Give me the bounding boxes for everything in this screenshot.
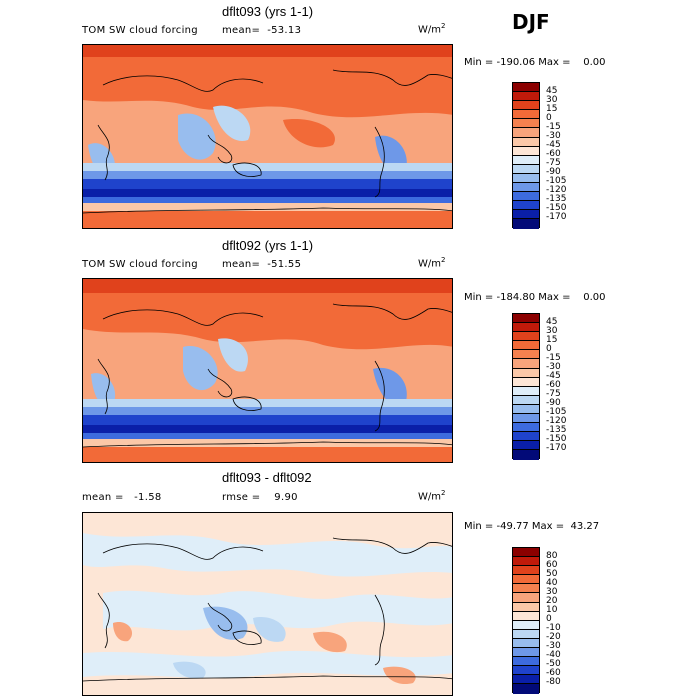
cbar-2-tick: -30 xyxy=(546,362,561,372)
cbar-3-tick: -60 xyxy=(546,668,561,678)
cbar-1-tick: 0 xyxy=(546,113,552,123)
cbar-2-tick: -75 xyxy=(546,389,561,399)
cbar-3-tick: 20 xyxy=(546,596,558,606)
cbar-1-tick: 15 xyxy=(546,104,558,114)
panel-3-colorbar xyxy=(512,547,540,694)
season-label: DJF xyxy=(512,10,550,34)
cbar-2-tick: -15 xyxy=(546,353,561,363)
cbar-1-tick: -135 xyxy=(546,194,567,204)
cbar-2-tick: -170 xyxy=(546,443,567,453)
panel-2-mean: mean= -51.55 xyxy=(222,259,302,270)
cbar-3-tick: 0 xyxy=(546,614,552,624)
panel-2-map xyxy=(82,278,453,463)
panel-2-title: dflt092 (yrs 1-1) xyxy=(222,238,314,253)
panel-1-map xyxy=(82,44,453,229)
cbar-3-tick: 10 xyxy=(546,605,558,615)
panel-2-minmax: Min = -184.80 Max = 0.00 xyxy=(464,292,606,303)
panel-1-colorbar-labels: 45 30 15 0 -15 -30 -45 -60 -75 -90 -105 … xyxy=(546,82,596,228)
cbar-1-tick: -105 xyxy=(546,176,567,186)
panel-3-field xyxy=(83,513,452,695)
cbar-3-tick: -10 xyxy=(546,623,561,633)
cbar-3-tick: -20 xyxy=(546,632,561,642)
cbar-1-tick: -15 xyxy=(546,122,561,132)
panel-2-field xyxy=(83,279,452,462)
panel-3-colorbar-labels: 80 60 50 40 30 20 10 0 -10 -20 -30 -40 -… xyxy=(546,547,596,693)
cbar-3-tick: 60 xyxy=(546,560,558,570)
panel-3-map xyxy=(82,512,453,696)
panel-1-mean: mean= -53.13 xyxy=(222,25,302,36)
cbar-1-tick: -45 xyxy=(546,140,561,150)
cbar-3-tick: 40 xyxy=(546,578,558,588)
panel-3-minmax: Min = -49.77 Max = 43.27 xyxy=(464,521,600,532)
panel-3-mean: mean = -1.58 xyxy=(82,492,162,503)
cbar-2-tick: -150 xyxy=(546,434,567,444)
panel-1-title: dflt093 (yrs 1-1) xyxy=(222,4,314,19)
cbar-1-tick: -90 xyxy=(546,167,561,177)
cbar-2-tick: -120 xyxy=(546,416,567,426)
cbar-2-tick: -135 xyxy=(546,425,567,435)
panel-2-colorbar-labels: 45 30 15 0 -15 -30 -45 -60 -75 -90 -105 … xyxy=(546,313,596,459)
cbar-3-tick: 50 xyxy=(546,569,558,579)
panel-3-units: W/m2 xyxy=(418,489,446,503)
cbar-3-tick: -80 xyxy=(546,677,561,687)
cbar-2-tick: -45 xyxy=(546,371,561,381)
cbar-2-tick: 0 xyxy=(546,344,552,354)
panel-1-colorbar xyxy=(512,82,540,229)
panel-1-variable: TOM SW cloud forcing xyxy=(82,25,198,36)
cbar-3-tick: 80 xyxy=(546,551,558,561)
panel-2-units: W/m2 xyxy=(418,256,446,270)
panel-2-variable: TOM SW cloud forcing xyxy=(82,259,198,270)
cbar-1-tick: -30 xyxy=(546,131,561,141)
panel-1-minmax: Min = -190.06 Max = 0.00 xyxy=(464,57,606,68)
cbar-3-tick: 30 xyxy=(546,587,558,597)
cbar-2-tick: 45 xyxy=(546,317,558,327)
cbar-3-tick: -30 xyxy=(546,641,561,651)
cbar-2-tick: 30 xyxy=(546,326,558,336)
cbar-1-tick: -60 xyxy=(546,149,561,159)
panel-2-colorbar xyxy=(512,313,540,460)
cbar-2-tick: -60 xyxy=(546,380,561,390)
cbar-1-tick: -75 xyxy=(546,158,561,168)
panel-1-field xyxy=(83,45,452,228)
cbar-2-tick: -105 xyxy=(546,407,567,417)
cbar-1-tick: -150 xyxy=(546,203,567,213)
panel-3-rmse: rmse = 9.90 xyxy=(222,492,298,503)
panel-3-title: dflt093 - dflt092 xyxy=(222,470,312,485)
cbar-1-tick: -120 xyxy=(546,185,567,195)
cbar-1-tick: -170 xyxy=(546,212,567,222)
cbar-1-tick: 30 xyxy=(546,95,558,105)
cbar-3-tick: -40 xyxy=(546,650,561,660)
cbar-3-tick: -50 xyxy=(546,659,561,669)
panel-1-units: W/m2 xyxy=(418,22,446,36)
cbar-2-tick: 15 xyxy=(546,335,558,345)
cbar-2-tick: -90 xyxy=(546,398,561,408)
cbar-1-tick: 45 xyxy=(546,86,558,96)
